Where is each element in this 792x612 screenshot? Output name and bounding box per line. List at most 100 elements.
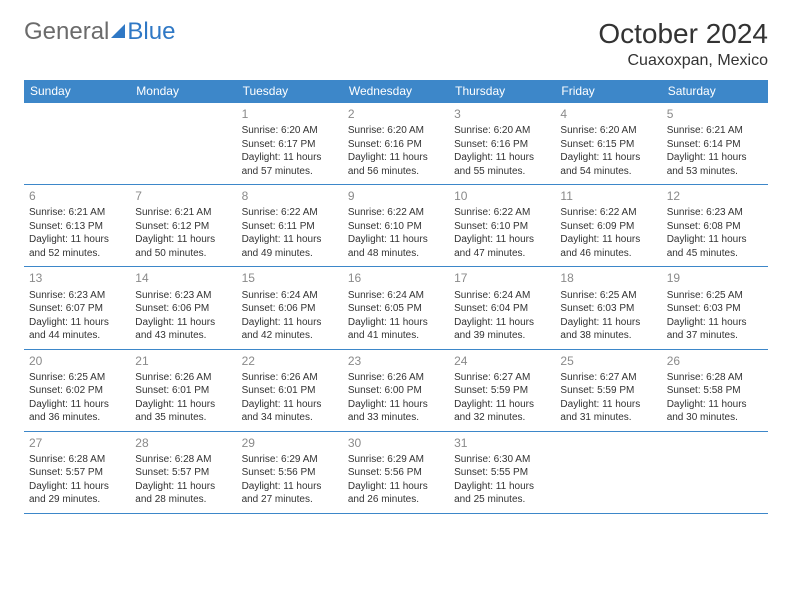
sunrise-text: Sunrise: 6:28 AM — [135, 453, 231, 467]
day-number: 18 — [560, 270, 656, 286]
weekday-thursday: Thursday — [449, 80, 555, 103]
calendar-week-row: 20Sunrise: 6:25 AMSunset: 6:02 PMDayligh… — [24, 349, 768, 431]
daylight-text: Daylight: 11 hours — [135, 398, 231, 412]
calendar-day-cell: 17Sunrise: 6:24 AMSunset: 6:04 PMDayligh… — [449, 267, 555, 349]
daylight-text: and 26 minutes. — [348, 493, 444, 507]
sunset-text: Sunset: 6:17 PM — [242, 138, 338, 152]
calendar-day-cell: 8Sunrise: 6:22 AMSunset: 6:11 PMDaylight… — [237, 185, 343, 267]
day-number: 14 — [135, 270, 231, 286]
sunset-text: Sunset: 5:56 PM — [348, 466, 444, 480]
daylight-text: Daylight: 11 hours — [242, 151, 338, 165]
daylight-text: Daylight: 11 hours — [29, 233, 125, 247]
daylight-text: Daylight: 11 hours — [135, 316, 231, 330]
sunrise-text: Sunrise: 6:30 AM — [454, 453, 550, 467]
calendar-day-cell: 24Sunrise: 6:27 AMSunset: 5:59 PMDayligh… — [449, 349, 555, 431]
daylight-text: Daylight: 11 hours — [29, 316, 125, 330]
daylight-text: and 55 minutes. — [454, 165, 550, 179]
calendar-day-cell — [24, 103, 130, 185]
daylight-text: and 28 minutes. — [135, 493, 231, 507]
sunset-text: Sunset: 6:11 PM — [242, 220, 338, 234]
sunrise-text: Sunrise: 6:26 AM — [242, 371, 338, 385]
calendar-day-cell: 14 Sunrise: 6:23 AMSunset: 6:06 PMDayligh… — [130, 267, 236, 349]
calendar-week-row: 6Sunrise: 6:21 AMSunset: 6:13 PMDaylight… — [24, 185, 768, 267]
sunset-text: Sunset: 6:01 PM — [135, 384, 231, 398]
sunrise-text: Sunrise: 6:24 AM — [348, 289, 444, 303]
daylight-text: Daylight: 11 hours — [348, 233, 444, 247]
weekday-header-row: Sunday Monday Tuesday Wednesday Thursday… — [24, 80, 768, 103]
title-block: October 2024 Cuaxoxpan, Mexico — [598, 18, 768, 70]
calendar-day-cell: 16Sunrise: 6:24 AMSunset: 6:05 PMDayligh… — [343, 267, 449, 349]
sunset-text: Sunset: 6:16 PM — [454, 138, 550, 152]
daylight-text: and 48 minutes. — [348, 247, 444, 261]
day-number: 19 — [667, 270, 763, 286]
daylight-text: and 25 minutes. — [454, 493, 550, 507]
daylight-text: Daylight: 11 hours — [29, 480, 125, 494]
calendar-day-cell: 15Sunrise: 6:24 AMSunset: 6:06 PMDayligh… — [237, 267, 343, 349]
sunrise-text: Sunrise: 6:26 AM — [135, 371, 231, 385]
daylight-text: and 38 minutes. — [560, 329, 656, 343]
calendar-week-row: 1Sunrise: 6:20 AMSunset: 6:17 PMDaylight… — [24, 103, 768, 185]
sunset-text: Sunset: 5:59 PM — [560, 384, 656, 398]
daylight-text: and 33 minutes. — [348, 411, 444, 425]
sunset-text: Sunset: 6:04 PM — [454, 302, 550, 316]
logo: General Blue — [24, 18, 175, 46]
day-number: 17 — [454, 270, 550, 286]
day-number: 26 — [667, 353, 763, 369]
sunset-text: Sunset: 5:59 PM — [454, 384, 550, 398]
sunrise-text: Sunrise: 6:24 AM — [242, 289, 338, 303]
calendar-day-cell: 31Sunrise: 6:30 AMSunset: 5:55 PMDayligh… — [449, 431, 555, 513]
daylight-text: and 42 minutes. — [242, 329, 338, 343]
sunrise-text: Sunrise: 6:23 AM — [135, 289, 231, 303]
calendar-day-cell: 4Sunrise: 6:20 AMSunset: 6:15 PMDaylight… — [555, 103, 661, 185]
calendar-day-cell: 21Sunrise: 6:26 AMSunset: 6:01 PMDayligh… — [130, 349, 236, 431]
day-number: 10 — [454, 188, 550, 204]
calendar-day-cell: 28Sunrise: 6:28 AMSunset: 5:57 PMDayligh… — [130, 431, 236, 513]
sunset-text: Sunset: 6:14 PM — [667, 138, 763, 152]
calendar-day-cell: 27Sunrise: 6:28 AMSunset: 5:57 PMDayligh… — [24, 431, 130, 513]
daylight-text: Daylight: 11 hours — [667, 151, 763, 165]
calendar-day-cell: 29Sunrise: 6:29 AMSunset: 5:56 PMDayligh… — [237, 431, 343, 513]
calendar-day-cell — [555, 431, 661, 513]
daylight-text: Daylight: 11 hours — [454, 151, 550, 165]
sunset-text: Sunset: 6:05 PM — [348, 302, 444, 316]
daylight-text: and 45 minutes. — [667, 247, 763, 261]
sunrise-text: Sunrise: 6:29 AM — [348, 453, 444, 467]
daylight-text: Daylight: 11 hours — [348, 398, 444, 412]
daylight-text: and 39 minutes. — [454, 329, 550, 343]
daylight-text: and 52 minutes. — [29, 247, 125, 261]
calendar-day-cell: 10Sunrise: 6:22 AMSunset: 6:10 PMDayligh… — [449, 185, 555, 267]
sunset-text: Sunset: 6:02 PM — [29, 384, 125, 398]
sunrise-text: Sunrise: 6:20 AM — [560, 124, 656, 138]
calendar-day-cell: 22Sunrise: 6:26 AMSunset: 6:01 PMDayligh… — [237, 349, 343, 431]
calendar-day-cell: 19Sunrise: 6:25 AMSunset: 6:03 PMDayligh… — [662, 267, 768, 349]
daylight-text: and 49 minutes. — [242, 247, 338, 261]
day-number: 31 — [454, 435, 550, 451]
logo-triangle-icon — [111, 24, 125, 38]
sunrise-text: Sunrise: 6:26 AM — [348, 371, 444, 385]
sunset-text: Sunset: 5:58 PM — [667, 384, 763, 398]
day-number: 1 — [242, 106, 338, 122]
weekday-tuesday: Tuesday — [237, 80, 343, 103]
logo-text-general: General — [24, 18, 109, 46]
daylight-text: and 32 minutes. — [454, 411, 550, 425]
daylight-text: and 37 minutes. — [667, 329, 763, 343]
weekday-sunday: Sunday — [24, 80, 130, 103]
sunset-text: Sunset: 6:10 PM — [454, 220, 550, 234]
sunrise-text: Sunrise: 6:22 AM — [560, 206, 656, 220]
day-number: 23 — [348, 353, 444, 369]
day-number: 5 — [667, 106, 763, 122]
daylight-text: Daylight: 11 hours — [560, 151, 656, 165]
daylight-text: Daylight: 11 hours — [242, 398, 338, 412]
sunrise-text: Sunrise: 6:21 AM — [29, 206, 125, 220]
daylight-text: and 31 minutes. — [560, 411, 656, 425]
sunset-text: Sunset: 6:03 PM — [667, 302, 763, 316]
daylight-text: and 54 minutes. — [560, 165, 656, 179]
sunset-text: Sunset: 6:06 PM — [135, 302, 231, 316]
sunrise-text: Sunrise: 6:28 AM — [667, 371, 763, 385]
daylight-text: and 46 minutes. — [560, 247, 656, 261]
day-number: 8 — [242, 188, 338, 204]
daylight-text: Daylight: 11 hours — [454, 316, 550, 330]
sunrise-text: Sunrise: 6:22 AM — [348, 206, 444, 220]
calendar-day-cell: 9Sunrise: 6:22 AMSunset: 6:10 PMDaylight… — [343, 185, 449, 267]
calendar-day-cell: 20Sunrise: 6:25 AMSunset: 6:02 PMDayligh… — [24, 349, 130, 431]
